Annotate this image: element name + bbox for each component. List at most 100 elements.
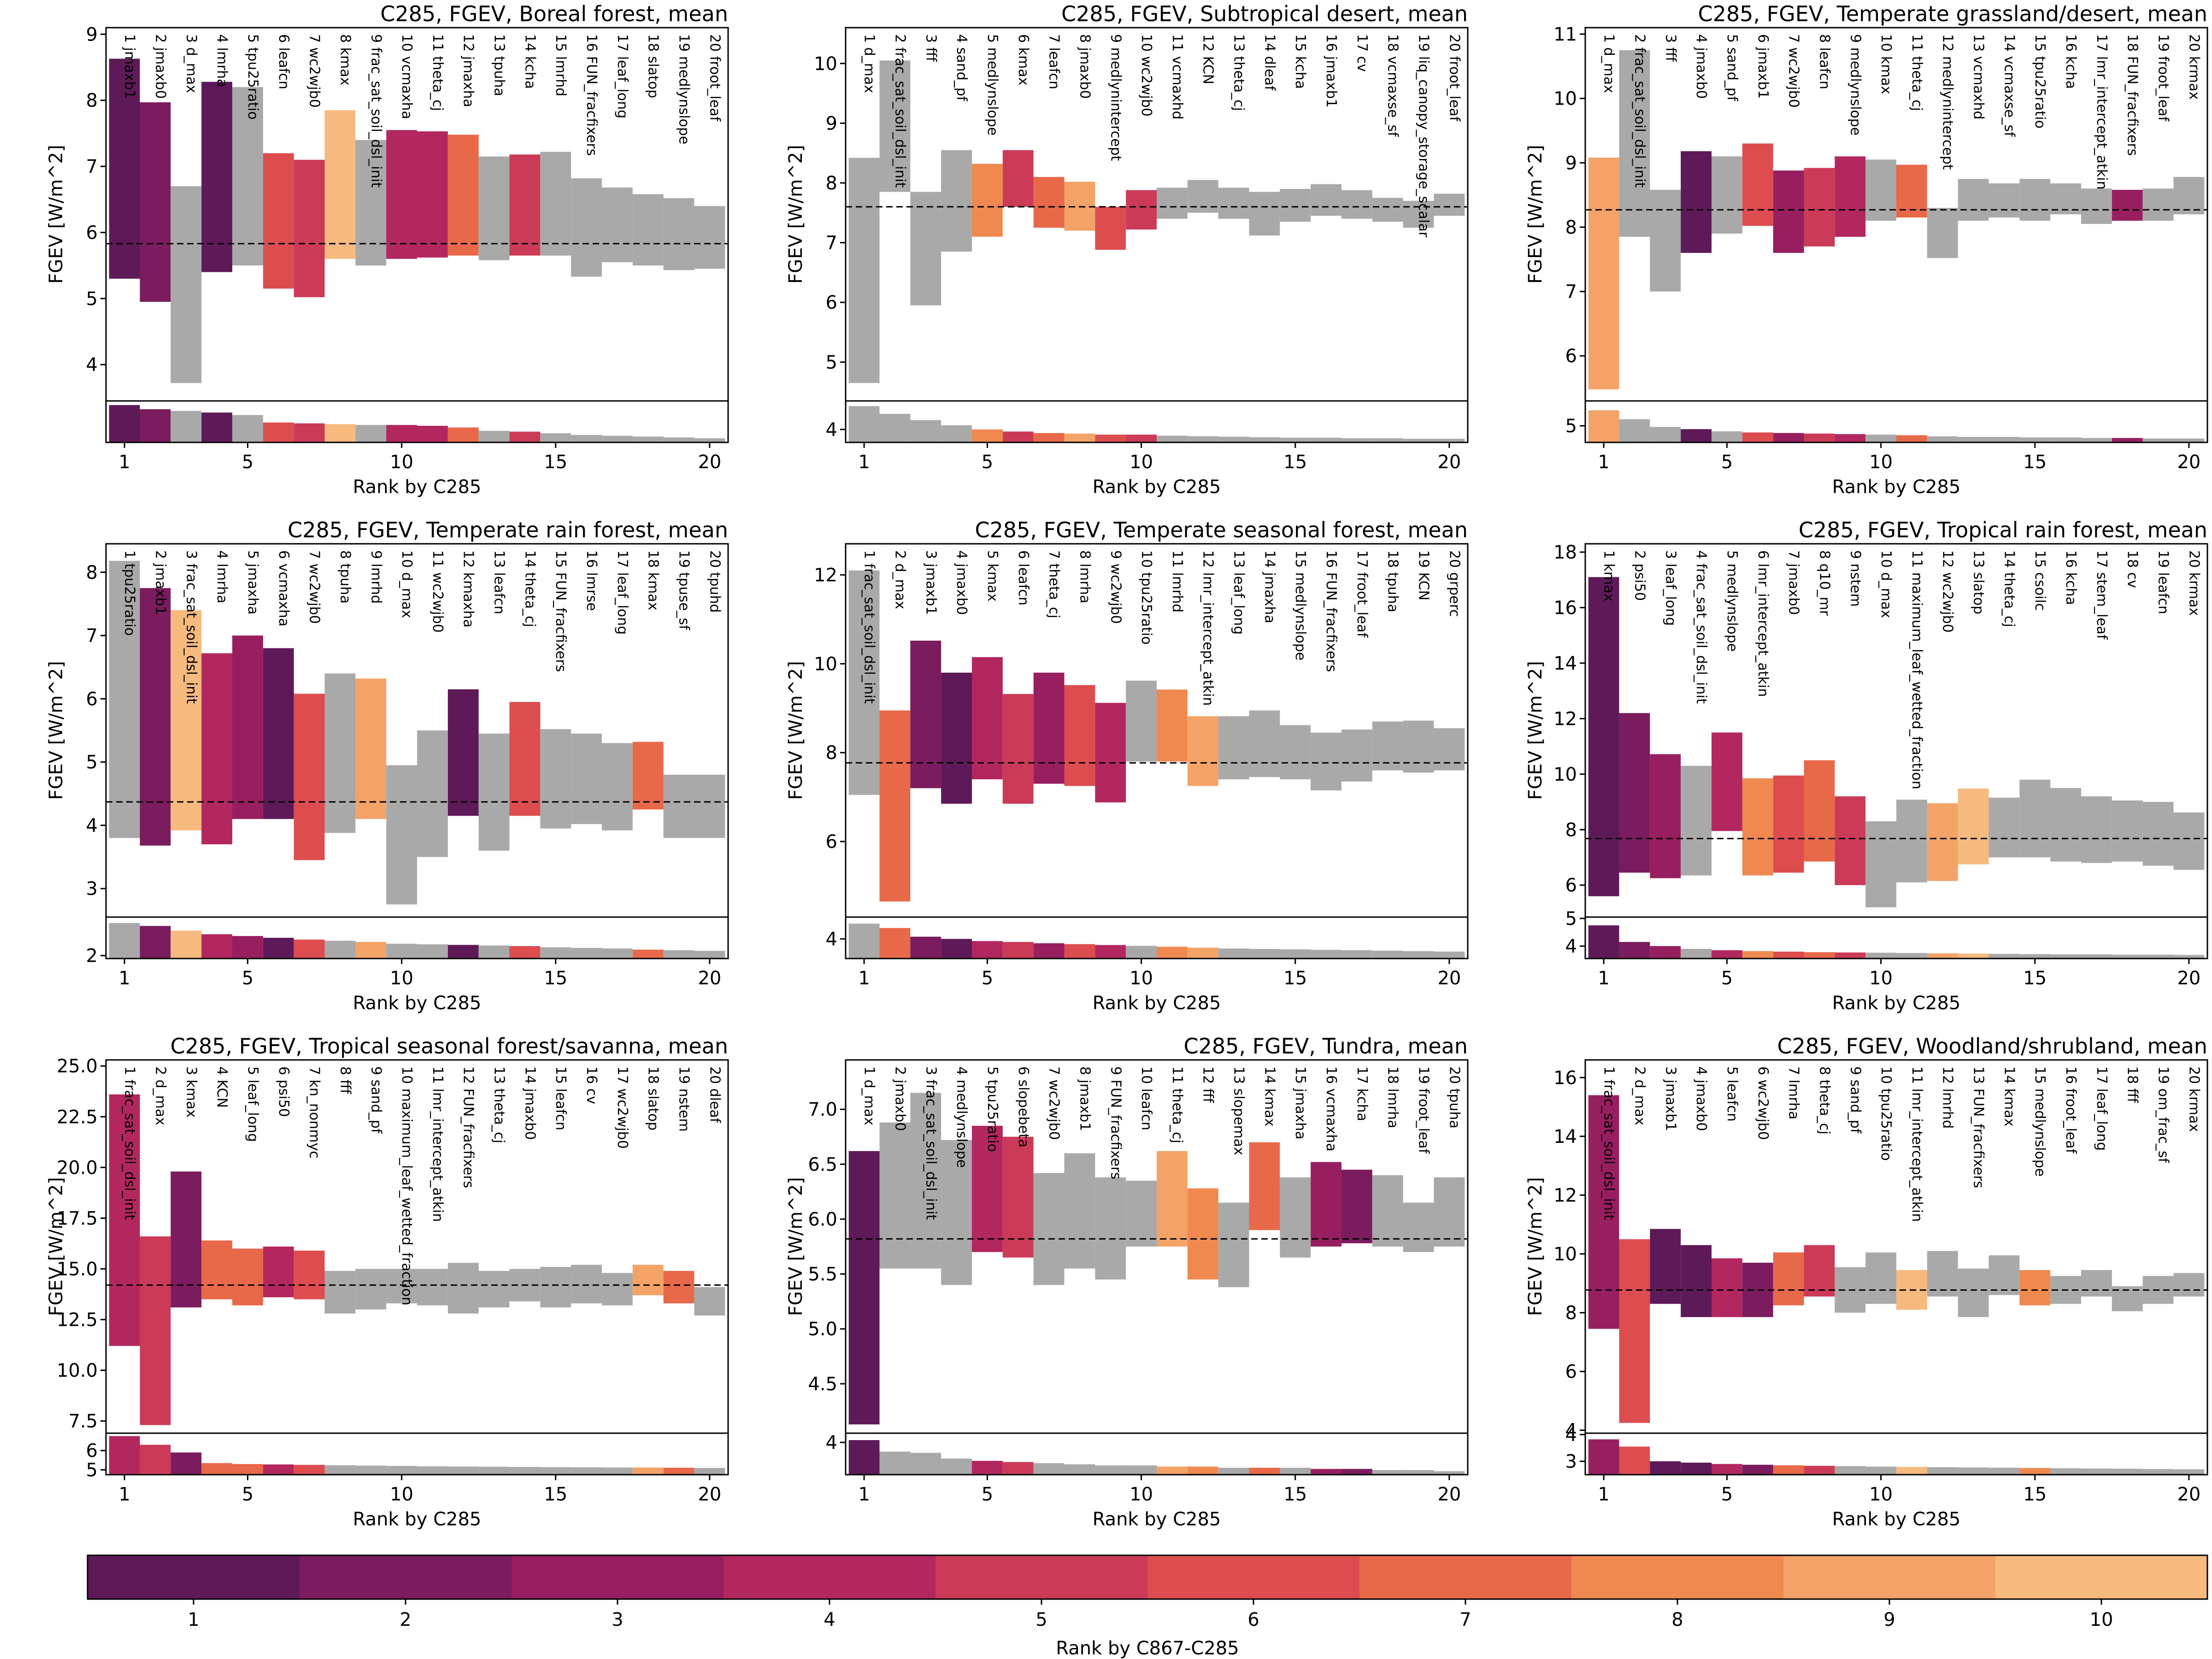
range-bar bbox=[2050, 788, 2081, 862]
y-tick-label: 8 bbox=[826, 173, 837, 194]
range-bar bbox=[1064, 1153, 1095, 1269]
range-bar bbox=[1712, 1258, 1742, 1318]
range-bar bbox=[972, 164, 1003, 237]
bottom-bar bbox=[417, 426, 448, 442]
parameter-label: 9 medlynslope bbox=[1847, 34, 1863, 135]
bottom-bar-group bbox=[848, 406, 1465, 442]
bottom-bar bbox=[972, 941, 1003, 959]
parameter-label: 5 leaf_long bbox=[245, 1066, 261, 1142]
parameter-label: 3 d_max bbox=[183, 34, 199, 93]
bottom-bar bbox=[478, 945, 510, 959]
bottom-bar bbox=[601, 1467, 633, 1475]
range-bar bbox=[663, 775, 694, 838]
bottom-bar bbox=[2050, 437, 2081, 442]
bottom-bar bbox=[1681, 1462, 1712, 1475]
bottom-y-tick-label: 2 bbox=[86, 946, 98, 967]
range-bar bbox=[447, 689, 479, 816]
colorbar-segment bbox=[88, 1555, 300, 1599]
panel-5: 1 frac_sat_soil_dsl_init 2 d_max 3 jmaxb1 4… bbox=[785, 518, 1469, 1014]
parameter-label: 1 d_max bbox=[861, 1066, 877, 1125]
range-bar bbox=[694, 1287, 725, 1316]
range-bar bbox=[1773, 1252, 1804, 1306]
parameter-label: 4 jmaxb0 bbox=[953, 550, 970, 615]
bottom-bar bbox=[1403, 1470, 1434, 1475]
bottom-bar bbox=[1187, 947, 1218, 959]
range-bar bbox=[171, 1171, 202, 1308]
parameter-label: 20 tpuha bbox=[1446, 1066, 1462, 1129]
parameter-label: 8 q10_mr bbox=[1816, 550, 1832, 616]
range-bar bbox=[509, 154, 541, 256]
y-tick-label: 8 bbox=[1565, 1303, 1577, 1324]
bottom-bar bbox=[1372, 1470, 1403, 1475]
bottom-bar bbox=[941, 939, 972, 959]
range-bar bbox=[1434, 728, 1465, 771]
bottom-bar bbox=[1588, 925, 1619, 959]
bottom-bar bbox=[1218, 1468, 1249, 1475]
range-bar bbox=[1095, 206, 1126, 250]
range-bar bbox=[1033, 1173, 1065, 1285]
y-tick-label: 8 bbox=[1565, 217, 1577, 238]
colorbar-segment bbox=[300, 1555, 512, 1599]
x-tick-label: 10 bbox=[390, 1484, 413, 1505]
y-axis-label: FGEV [W/m^2] bbox=[1525, 145, 1546, 284]
bottom-bar bbox=[1865, 1466, 1896, 1475]
range-bar bbox=[972, 1125, 1003, 1252]
parameter-labels: 1 kmax 2 psi50 3 leaf_long 4 frac_sat_soil_… bbox=[1601, 550, 2202, 789]
panel-title: C285, FGEV, Temperate grassland/desert, … bbox=[1698, 1, 2207, 26]
range-bar bbox=[294, 1250, 325, 1300]
bottom-bar bbox=[632, 1467, 664, 1475]
x-axis-label: Rank by C285 bbox=[353, 477, 482, 498]
x-tick-label: 10 bbox=[1130, 1484, 1153, 1505]
range-bar bbox=[1804, 760, 1835, 862]
bottom-y-tick-label: 4 bbox=[826, 929, 837, 950]
bottom-bar bbox=[1311, 437, 1341, 442]
parameter-label: 19 medlynslope bbox=[676, 34, 692, 144]
bottom-bar bbox=[1742, 432, 1773, 442]
y-tick-label: 25.0 bbox=[57, 1056, 98, 1077]
y-tick-label: 6 bbox=[826, 292, 837, 313]
bottom-bar bbox=[540, 433, 571, 442]
bottom-bar bbox=[632, 436, 664, 442]
bar-group bbox=[1588, 577, 2205, 907]
parameter-label: 2 frac_sat_soil_dsl_init bbox=[892, 34, 908, 188]
parameter-label: 9 nstem bbox=[1847, 550, 1863, 607]
bar-group bbox=[109, 1094, 725, 1425]
bottom-bar bbox=[1187, 1466, 1218, 1475]
x-tick-label: 20 bbox=[2177, 1484, 2200, 1505]
bottom-bar bbox=[941, 1459, 972, 1475]
range-bar bbox=[1896, 165, 1927, 218]
range-bar bbox=[417, 730, 448, 857]
colorbar: 1 2 3 4 5 6 7 8 9 10 Rank by C867-C285 bbox=[87, 1554, 2208, 1659]
parameter-label: 2 d_max bbox=[152, 1066, 168, 1125]
range-bar bbox=[1681, 1245, 1712, 1318]
parameter-label: 14 kmax bbox=[1261, 1066, 1277, 1126]
parameter-label: 4 KCN bbox=[214, 1066, 230, 1108]
bottom-bar bbox=[1002, 1462, 1034, 1475]
y-tick-label: 7 bbox=[86, 156, 98, 177]
range-bar bbox=[1403, 200, 1434, 228]
parameter-label: 14 theta_cj bbox=[522, 550, 538, 627]
bottom-bar bbox=[1804, 1465, 1835, 1475]
y-tick-label: 18 bbox=[1553, 542, 1577, 563]
x-tick-label: 20 bbox=[1437, 968, 1461, 989]
bottom-bar bbox=[1126, 1465, 1157, 1475]
range-bar bbox=[1742, 778, 1773, 876]
bottom-bar bbox=[109, 405, 140, 442]
bottom-bar bbox=[355, 1465, 387, 1475]
range-bar bbox=[972, 657, 1003, 780]
y-tick-label: 8 bbox=[86, 562, 98, 583]
parameter-label: 13 theta_cj bbox=[1231, 34, 1247, 111]
parameter-label: 3 fff bbox=[923, 34, 939, 62]
panel-title: C285, FGEV, Subtropical desert, mean bbox=[1061, 1, 1468, 26]
bar-group bbox=[109, 59, 725, 383]
y-axis-label: FGEV [W/m^2] bbox=[785, 145, 806, 284]
bottom-bar bbox=[910, 936, 941, 959]
parameter-label: 19 KCN bbox=[1416, 550, 1432, 600]
bottom-bar bbox=[1157, 435, 1188, 442]
bottom-bar bbox=[509, 431, 541, 442]
parameter-label: 2 d_max bbox=[892, 550, 908, 609]
parameter-label: 2 jmaxb0 bbox=[892, 1066, 908, 1131]
bottom-bar bbox=[478, 430, 510, 442]
range-bar bbox=[601, 1273, 633, 1306]
parameter-label: 17 cv bbox=[1354, 34, 1370, 72]
